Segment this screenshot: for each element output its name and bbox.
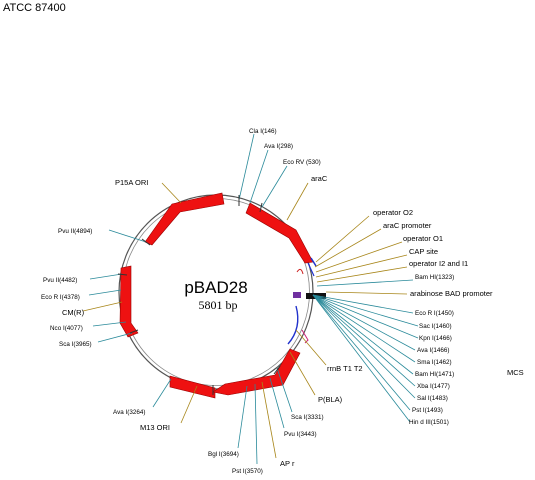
label-pvu3443: Pvu I(3443)	[284, 431, 317, 438]
label-sca3331: Sca I(3331)	[291, 414, 324, 421]
label-apr: AP r	[280, 459, 295, 468]
leader-ecorv	[261, 165, 288, 208]
leader-mcs-1	[312, 294, 414, 314]
leader-bgl	[237, 385, 248, 449]
label-mcs-10: Hin d III(1501)	[409, 419, 449, 426]
leader-arac-promoter	[314, 228, 382, 268]
leader-o1	[315, 241, 403, 273]
feature-arrows	[119, 192, 314, 399]
label-bam1323: Bam HI(1323)	[415, 274, 454, 281]
label-pst3570: Pst I(3570)	[232, 468, 263, 475]
label-pvu4894: Pvu II(4894)	[58, 228, 92, 235]
leader-rrnb	[295, 329, 327, 366]
leader-mcs-10	[312, 294, 411, 423]
label-mcs-2: Sac I(1460)	[419, 323, 452, 330]
leader-apr	[261, 381, 277, 459]
label-pvu4482: Pvu II(4482)	[43, 277, 77, 284]
label-sca3965: Sca I(3965)	[59, 341, 92, 348]
label-eco4378: Eco R I(4378)	[41, 294, 80, 301]
leader-mcs-9	[312, 294, 411, 411]
operator-o2-marker	[310, 257, 317, 267]
label-m13: M13 ORI	[140, 423, 170, 432]
leader-mcs-2	[312, 294, 419, 327]
m13-arrow	[169, 375, 216, 399]
leader-cmr	[82, 301, 123, 312]
leader-mcs-5	[312, 294, 416, 363]
apr-arrow	[212, 348, 301, 396]
leader-ava298	[249, 149, 269, 204]
arac-promoter-marker	[307, 262, 315, 277]
label-cmr: CM(R)	[62, 308, 85, 317]
label-cap: CAP site	[409, 247, 438, 256]
leader-bad	[325, 291, 408, 295]
label-rrnb: rrnB T1 T2	[327, 364, 363, 373]
leader-pvu4894	[108, 229, 147, 243]
label-mcs-9: Pst I(1493)	[412, 407, 443, 414]
leader-bam1323	[316, 279, 414, 287]
label-p15a: P15A ORI	[115, 178, 148, 187]
label-mcs-5: Sma I(1462)	[417, 359, 452, 366]
leader-pbla	[289, 351, 316, 396]
plasmid-size: 5801 bp	[199, 298, 238, 312]
leader-eco4378	[88, 289, 122, 296]
label-mcs-6: Bam HI(1471)	[415, 371, 454, 378]
leader-o2	[315, 215, 370, 263]
label-i2i1: operator I2 and I1	[409, 259, 468, 268]
leader-mcs-6	[312, 294, 414, 375]
label-o2: operator O2	[373, 208, 413, 217]
rrnb-marker	[287, 305, 299, 345]
leader-m13	[180, 385, 198, 424]
p15a-arrow	[144, 192, 225, 246]
leader-i2i1	[316, 266, 408, 283]
leader-cla	[238, 133, 255, 201]
cap-site-marker	[296, 268, 304, 275]
leader-cap	[315, 254, 408, 278]
label-o1: operator O1	[403, 234, 443, 243]
leader-p15a	[161, 182, 182, 204]
label-mcs-4: Ava I(1466)	[417, 347, 449, 354]
leader-arac	[286, 182, 309, 221]
label-nco: Nco I(4077)	[50, 325, 83, 332]
leader-mcs-4	[312, 294, 416, 351]
leader-pvu3443	[269, 377, 285, 429]
leader-sca3331	[276, 367, 293, 413]
araC-arrow	[245, 202, 314, 264]
leader-sca3965	[97, 332, 133, 343]
tick-ecorv	[259, 202, 263, 213]
label-bad-promoter: arabinose BAD promoter	[410, 289, 493, 298]
tick-pvu4482	[117, 273, 128, 276]
label-mcs-3: Kpn I(1466)	[419, 335, 452, 342]
leader-nco	[92, 321, 127, 327]
leader-mcs-3	[312, 294, 419, 339]
label-mcs-7: Xba I(1477)	[417, 383, 450, 390]
site-ticks	[117, 195, 281, 395]
mcs-marker	[293, 292, 301, 298]
label-arac: araC	[311, 174, 328, 183]
tick-sca3331	[273, 365, 281, 375]
leader-pvu4482	[89, 273, 123, 280]
label-arac-promoter: araC promoter	[383, 221, 432, 230]
label-mcs-1: Eco R I(1450)	[415, 310, 454, 317]
leader-mcs-8	[312, 294, 416, 399]
label-bgl: Bgl I(3694)	[208, 451, 239, 458]
leader-mcs-7	[312, 294, 416, 387]
label-pbla: P(BLA)	[318, 395, 343, 404]
plasmid-name: pBAD28	[184, 278, 247, 297]
label-ecorv: Eco RV (530)	[283, 159, 321, 166]
tick-pvu4894	[141, 238, 151, 246]
label-ava3264: Ava I(3264)	[113, 409, 145, 416]
header-label: ATCC 87400	[3, 2, 66, 14]
label-mcs-8: Sal I(1483)	[417, 395, 448, 402]
cmr-arrow	[119, 265, 139, 338]
leader-pst3570	[254, 383, 258, 465]
label-ava298: Ava I(298)	[264, 143, 293, 150]
label-cla: Cla I(146)	[249, 128, 277, 135]
label-mcs-group: MCS	[507, 368, 524, 377]
tick-sca3965	[129, 329, 139, 334]
leader-ava3264	[152, 378, 172, 408]
